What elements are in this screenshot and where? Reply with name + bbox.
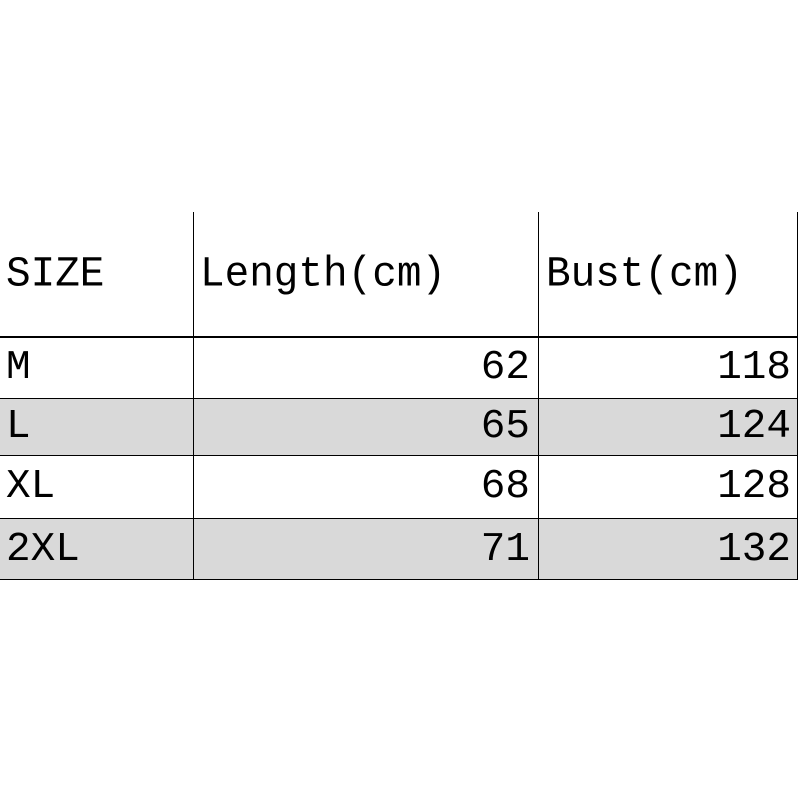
size-cell: M [6,345,31,391]
size-cell: XL [6,464,56,510]
bust-cell: 124 [717,404,791,450]
table-row: XL 68 128 [0,456,798,518]
header-divider [0,336,798,338]
row-divider [0,455,798,456]
table-row: L 65 124 [0,399,798,455]
header-bust-text: Bust(cm) [546,250,743,299]
column-divider [538,212,539,580]
header-size-text: SIZE [6,250,105,299]
table-row: 2XL 71 132 [0,519,798,580]
size-cell: 2XL [6,526,80,573]
length-cell: 71 [480,526,530,573]
length-cell: 65 [480,404,530,450]
header-length-text: Length(cm) [200,250,447,299]
bust-cell: 128 [717,464,791,510]
size-cell: L [6,404,31,450]
column-divider [193,212,194,580]
header-length: Length(cm) [200,212,446,337]
header-bust: Bust(cm) [546,212,743,337]
right-border [797,212,798,580]
bust-cell: 132 [717,526,791,573]
header-size: SIZE [6,212,104,337]
row-divider [0,398,798,399]
length-cell: 62 [480,345,530,391]
row-divider [0,518,798,519]
table-row: M 62 118 [0,338,798,398]
bust-cell: 118 [717,345,791,391]
length-cell: 68 [480,464,530,510]
bottom-border [0,579,798,580]
header-row: SIZE Length(cm) Bust(cm) [0,212,798,337]
